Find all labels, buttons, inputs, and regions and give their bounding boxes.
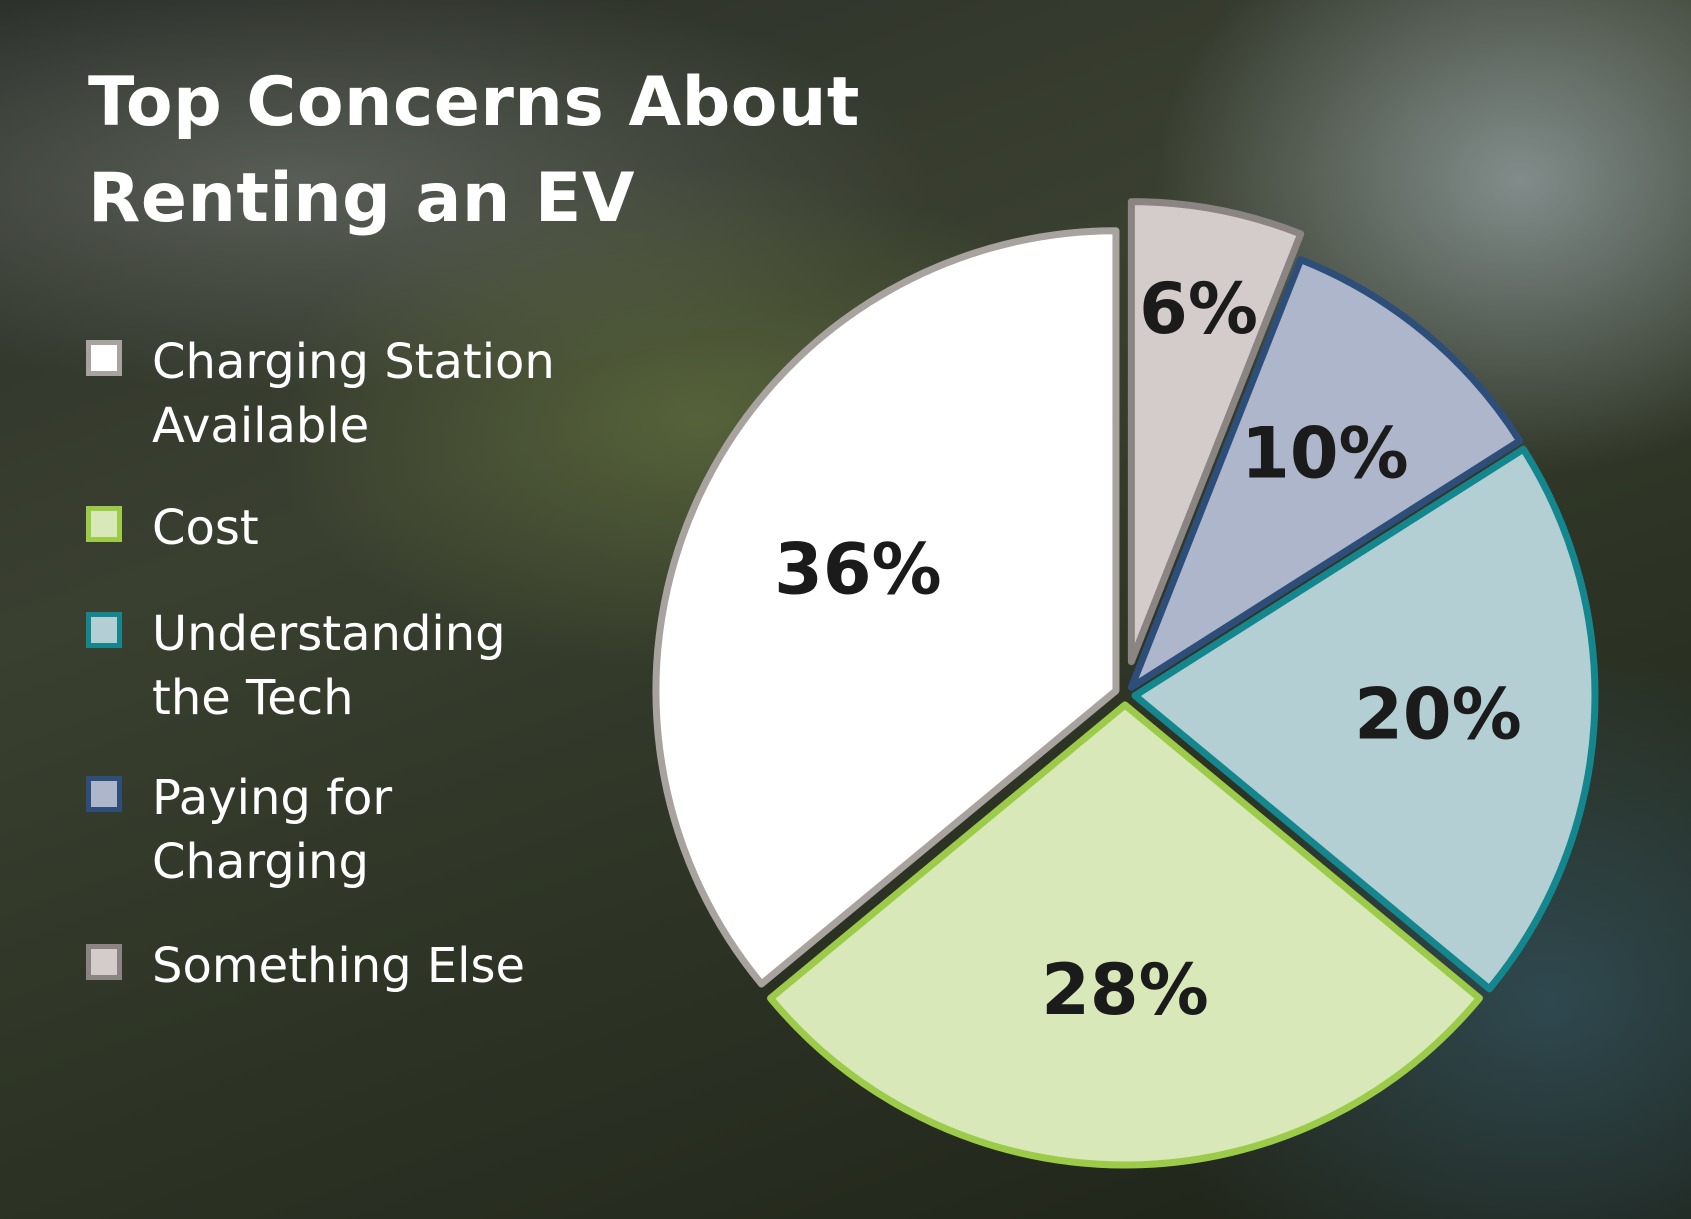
legend-label-line: Charging Station	[152, 334, 555, 390]
legend-label-line: Something Else	[152, 938, 526, 994]
legend-item-cost: Cost	[86, 496, 632, 560]
pie-slice-cost	[767, 701, 1483, 1169]
legend-swatch-understanding-tech	[86, 612, 122, 648]
pie-label-understanding-tech: 20%	[1354, 674, 1522, 756]
legend-label-something-else: Something Else	[152, 934, 632, 998]
legend-item-something-else: Something Else	[86, 934, 632, 998]
chart-title-line-1: Top Concerns About	[88, 63, 860, 142]
pie-slice-something-else	[1127, 198, 1305, 666]
chart-title: Top Concerns About Renting an EV	[88, 55, 860, 247]
pie-label-cost: 28%	[1041, 949, 1209, 1031]
pie-slices	[652, 198, 1599, 1169]
legend-swatch-paying-charging	[86, 776, 122, 812]
legend: Charging Station Available Cost Understa…	[86, 0, 646, 1219]
legend-label-line: Available	[152, 398, 370, 454]
pie-label-charging-station: 36%	[774, 528, 942, 610]
legend-label-line: Understanding	[152, 606, 506, 662]
legend-label-line: Paying for	[152, 770, 393, 826]
legend-label-cost: Cost	[152, 496, 632, 560]
legend-label-understanding-tech: Understanding the Tech	[152, 602, 632, 730]
legend-swatch-charging-station	[86, 340, 122, 376]
legend-item-paying-charging: Paying for Charging	[86, 766, 632, 894]
legend-item-charging-station: Charging Station Available	[86, 330, 632, 458]
pie-label-something-else: 6%	[1139, 268, 1258, 350]
pie-slice-understanding-tech	[1131, 445, 1599, 993]
legend-swatch-something-else	[86, 944, 122, 980]
legend-label-charging-station: Charging Station Available	[152, 330, 632, 458]
chart-title-line-2: Renting an EV	[88, 159, 636, 238]
legend-swatch-cost	[86, 506, 122, 542]
pie-labels: 36% 6% 10% 20% 28%	[774, 268, 1522, 1031]
legend-label-line: Charging	[152, 834, 369, 890]
pie-slice-paying-charging	[1127, 256, 1524, 691]
legend-item-understanding-tech: Understanding the Tech	[86, 602, 632, 730]
pie-slice-charging-station	[652, 227, 1120, 988]
pie-label-paying-charging: 10%	[1241, 412, 1409, 494]
legend-label-line: Cost	[152, 500, 259, 556]
legend-label-paying-charging: Paying for Charging	[152, 766, 632, 894]
legend-label-line: the Tech	[152, 670, 354, 726]
